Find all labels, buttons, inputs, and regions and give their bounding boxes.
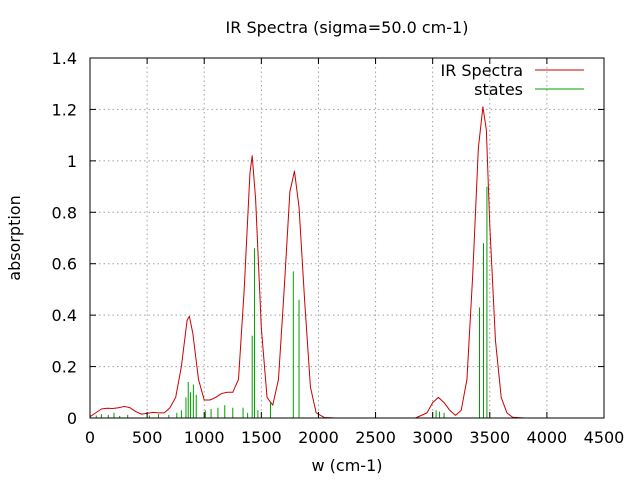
plot-frame <box>89 57 605 419</box>
y-tick-label: 0.8 <box>52 203 77 222</box>
x-tick-label: 3000 <box>412 428 453 447</box>
x-tick-label: 500 <box>132 428 163 447</box>
legend-label-states: states <box>474 80 523 99</box>
x-tick-label: 1500 <box>241 428 282 447</box>
y-tick-label: 1 <box>67 152 77 171</box>
legend: IR Spectra states <box>440 61 584 99</box>
plot-area <box>89 106 604 419</box>
x-tick-label: 0 <box>85 428 95 447</box>
legend-label-ir-spectra: IR Spectra <box>440 61 523 80</box>
y-axis-label: absorption <box>5 195 24 280</box>
x-tick-label: 1000 <box>184 428 225 447</box>
axis-ticks: 0 500 1000 1500 2000 2500 3000 3500 4000 4500 0 0.2… <box>52 49 625 447</box>
x-tick-label: 2500 <box>355 428 396 447</box>
series-line-ir-spectra <box>89 106 604 419</box>
y-tick-label: 1.4 <box>52 49 77 68</box>
y-tick-label: 0.2 <box>52 358 77 377</box>
x-axis-label: w (cm-1) <box>312 456 383 475</box>
y-tick-label: 0.6 <box>52 255 77 274</box>
x-tick-label: 4000 <box>527 428 568 447</box>
chart-title: IR Spectra (sigma=50.0 cm-1) <box>226 18 469 37</box>
x-tick-label: 3500 <box>469 428 510 447</box>
grid <box>90 58 604 418</box>
y-tick-label: 1.2 <box>52 100 77 119</box>
y-tick-label: 0.4 <box>52 306 77 325</box>
y-tick-label: 0 <box>67 409 77 428</box>
x-tick-label: 4500 <box>584 428 625 447</box>
x-tick-label: 2000 <box>298 428 339 447</box>
